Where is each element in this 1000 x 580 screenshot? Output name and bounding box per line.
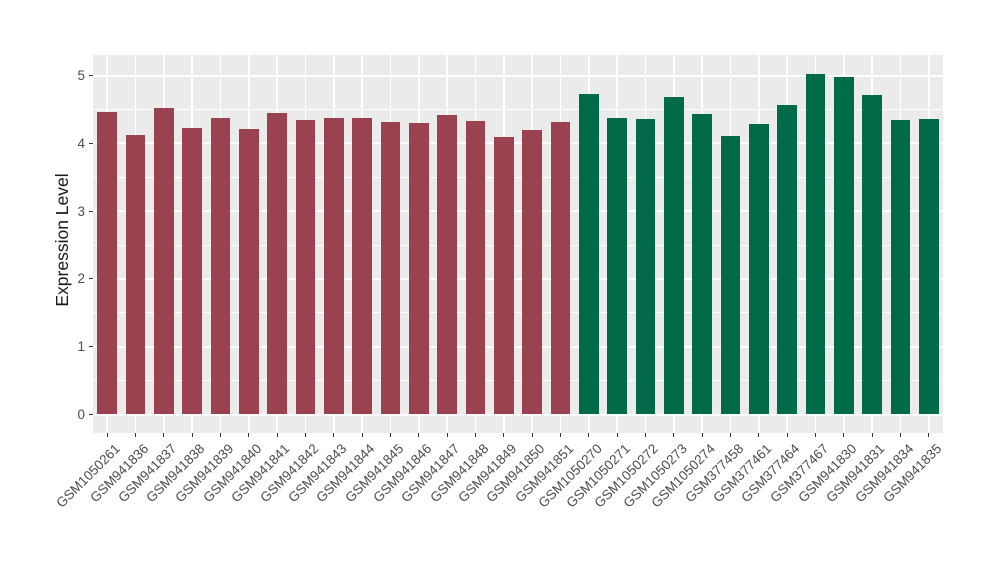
x-tick-mark (389, 433, 392, 437)
bar-GSM941850 (522, 129, 543, 415)
x-tick-mark (871, 433, 873, 437)
x-tick-mark (106, 433, 108, 437)
bar-GSM941847 (437, 114, 458, 415)
bar-GSM1050261 (97, 112, 118, 415)
x-tick-mark (899, 433, 902, 437)
x-tick-mark (729, 433, 732, 437)
y-major-gridline (93, 210, 943, 213)
x-tick-mark (276, 433, 278, 437)
y-tick-mark (88, 413, 93, 416)
x-tick-mark (219, 433, 222, 437)
x-tick-mark (248, 433, 250, 437)
bar-GSM941841 (267, 113, 288, 415)
bar-GSM1050273 (663, 97, 684, 415)
y-minor-gridline (93, 176, 943, 178)
x-tick-mark (474, 433, 477, 437)
y-tick-label-1: 1 (77, 339, 85, 355)
bar-GSM377461 (748, 123, 769, 415)
y-tick-mark (88, 346, 93, 348)
y-tick-label-4: 4 (77, 135, 85, 151)
y-major-gridline (93, 277, 943, 280)
bar-GSM1050274 (692, 114, 713, 415)
x-tick-mark (333, 433, 335, 437)
x-tick-mark (418, 433, 420, 437)
bar-GSM941840 (238, 129, 259, 415)
y-major-gridline (93, 74, 943, 77)
y-tick-mark (88, 278, 93, 280)
y-tick-label-5: 5 (77, 68, 85, 83)
bar-GSM941837 (153, 108, 174, 415)
y-tick-label-3: 3 (77, 203, 85, 219)
y-major-gridline (93, 345, 943, 348)
bar-GSM941838 (182, 128, 203, 415)
bar-GSM941848 (465, 120, 486, 415)
bar-GSM941835 (918, 118, 939, 415)
bar-GSM941843 (323, 117, 344, 415)
x-tick-mark (588, 433, 590, 437)
bar-GSM1050271 (607, 118, 628, 415)
y-major-gridline (93, 413, 943, 416)
x-tick-mark (786, 433, 788, 437)
bar-GSM1050270 (578, 94, 599, 415)
x-tick-mark (304, 433, 307, 437)
x-tick-mark (928, 433, 930, 437)
x-tick-mark (644, 433, 647, 437)
x-tick-mark (758, 433, 760, 437)
x-tick-mark (191, 433, 193, 437)
y-tick-mark (88, 210, 93, 212)
x-tick-mark (361, 433, 363, 437)
x-tick-mark (446, 433, 448, 437)
bar-GSM941839 (210, 118, 231, 415)
y-tick-mark (88, 142, 93, 144)
y-minor-gridline (93, 380, 943, 382)
bar-GSM377464 (777, 105, 798, 415)
x-tick-mark (134, 433, 137, 437)
x-tick-mark (814, 433, 817, 437)
x-tick-mark (531, 433, 533, 437)
bar-GSM377467 (805, 74, 826, 415)
y-tick-label-0: 0 (77, 407, 85, 422)
bar-GSM1050272 (635, 118, 656, 415)
x-tick-mark (163, 433, 165, 437)
bar-GSM377458 (720, 135, 741, 415)
x-tick-mark (673, 433, 675, 437)
bar-GSM941851 (550, 122, 571, 415)
y-minor-gridline (93, 312, 943, 314)
x-tick-mark (616, 433, 618, 437)
bar-GSM941845 (380, 121, 401, 415)
bar-GSM941846 (408, 122, 429, 415)
y-minor-gridline (93, 244, 943, 246)
x-tick-mark (701, 433, 703, 437)
bar-GSM941834 (890, 120, 911, 415)
x-tick-mark (503, 433, 505, 437)
bar-GSM941836 (125, 135, 146, 415)
y-tick-label-2: 2 (77, 271, 85, 287)
x-tick-mark (559, 433, 562, 437)
bar-GSM941849 (493, 136, 514, 415)
plot-panel (93, 55, 943, 433)
bar-GSM941830 (833, 76, 854, 415)
bar-GSM941831 (862, 95, 883, 415)
bar-GSM941842 (295, 120, 316, 415)
bar-GSM941844 (352, 118, 373, 415)
y-major-gridline (93, 142, 943, 145)
x-tick-mark (843, 433, 845, 437)
y-minor-gridline (93, 108, 943, 110)
y-tick-mark (88, 74, 93, 77)
